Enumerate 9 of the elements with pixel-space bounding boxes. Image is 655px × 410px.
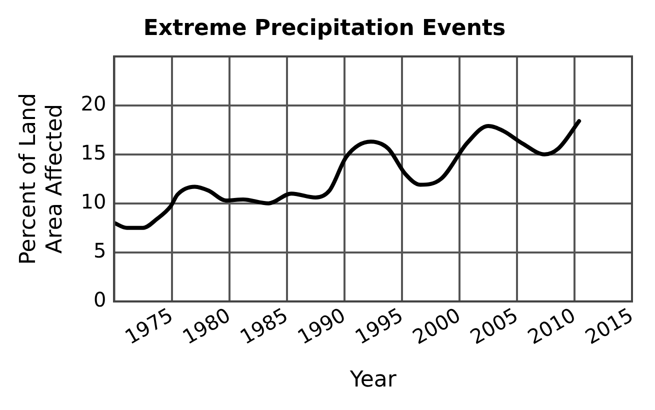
x-axis-title: Year bbox=[348, 368, 398, 393]
y-tick-label: 20 bbox=[80, 92, 106, 116]
y-tick-label: 10 bbox=[80, 190, 106, 214]
line-series bbox=[114, 119, 582, 230]
chart-title: Extreme Precipitation Events bbox=[143, 16, 506, 41]
y-tick-label: 0 bbox=[94, 288, 106, 312]
y-tick-label: 5 bbox=[94, 238, 106, 263]
y-axis-title: Percent of Land Area Affected bbox=[16, 93, 68, 265]
y-tick-label: 15 bbox=[80, 140, 106, 165]
